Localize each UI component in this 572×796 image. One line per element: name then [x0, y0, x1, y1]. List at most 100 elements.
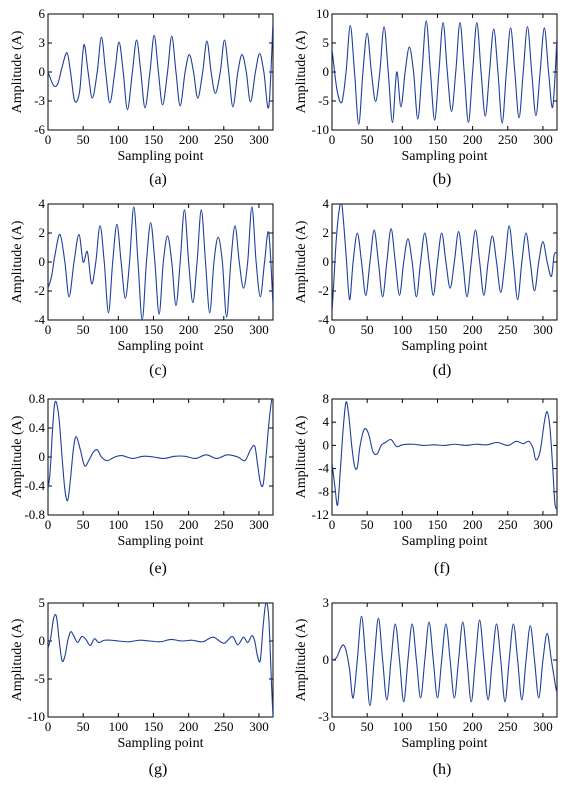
y-tick-label: -10	[312, 122, 329, 137]
x-tick-label: 200	[179, 719, 199, 734]
x-tick-label: 300	[249, 517, 269, 532]
series-line	[48, 399, 273, 502]
y-tick-label: -10	[28, 709, 45, 724]
x-tick-label: 50	[361, 517, 374, 532]
x-tick-label: 300	[249, 719, 269, 734]
x-tick-label: 150	[144, 517, 164, 532]
x-tick-label: 0	[45, 719, 52, 734]
panel-b: 0 50 100 150 200 250 300 -10 -5 0 5 10 Sampling poin…	[294, 6, 558, 188]
x-tick-label: 300	[249, 132, 269, 147]
x-axis-label: Sampling point	[402, 534, 488, 549]
x-tick-label: 50	[77, 322, 90, 337]
panel-label: (d)	[433, 362, 452, 379]
y-tick-label: -8	[318, 484, 329, 499]
x-tick-label: 250	[498, 132, 518, 147]
x-tick-label: 150	[428, 322, 448, 337]
y-tick-label: 2	[39, 225, 46, 240]
y-axis-label: Amplitude (A)	[10, 30, 25, 113]
panel-label: (a)	[149, 171, 167, 188]
y-tick-label: -5	[318, 93, 329, 108]
x-tick-label: 0	[329, 517, 336, 532]
x-tick-label: 250	[498, 517, 518, 532]
x-tick-label: 50	[77, 719, 90, 734]
y-tick-label: -0.8	[24, 507, 45, 522]
panel-g: 0 50 100 150 200 250 300 -10 -5 0 5 Sampling point A…	[10, 595, 274, 778]
series-line	[332, 204, 557, 313]
y-tick-label: -3	[34, 93, 45, 108]
x-tick-label: 100	[109, 719, 129, 734]
y-tick-label: 0	[39, 64, 46, 79]
y-tick-label: 0	[39, 254, 46, 269]
x-tick-label: 50	[77, 132, 90, 147]
y-axis-label: Amplitude (A)	[294, 415, 309, 498]
x-axis-label: Sampling point	[402, 736, 488, 751]
x-tick-label: 150	[428, 517, 448, 532]
panel-label: (b)	[433, 171, 452, 188]
y-tick-label: -5	[34, 671, 45, 686]
y-axis-label: Amplitude (A)	[10, 618, 25, 701]
y-tick-label: 5	[323, 35, 330, 50]
x-tick-label: 200	[463, 719, 483, 734]
x-tick-label: 200	[463, 517, 483, 532]
x-tick-label: 100	[393, 517, 413, 532]
y-axis-label: Amplitude (A)	[10, 415, 25, 498]
y-axis-label: Amplitude (A)	[294, 30, 309, 113]
panel-c: 0 50 100 150 200 250 300 -4 -2 0 2 4 Sampling point A…	[10, 196, 274, 379]
x-tick-label: 250	[214, 517, 234, 532]
series-line	[48, 21, 273, 111]
x-tick-label: 250	[498, 719, 518, 734]
x-axis-label: Sampling point	[402, 149, 488, 164]
y-tick-label: -2	[318, 283, 329, 298]
x-tick-label: 50	[361, 132, 374, 147]
x-tick-label: 150	[144, 132, 164, 147]
x-tick-label: 300	[533, 132, 553, 147]
x-tick-label: 300	[533, 719, 553, 734]
x-axis-label: Sampling point	[118, 534, 204, 549]
x-tick-label: 150	[428, 719, 448, 734]
x-axis-label: Sampling point	[118, 339, 204, 354]
x-tick-label: 50	[361, 719, 374, 734]
y-tick-label: 0.8	[29, 391, 45, 406]
axes-box	[331, 203, 558, 321]
x-tick-label: 300	[533, 322, 553, 337]
panel-label: (e)	[149, 560, 167, 577]
x-axis-label: Sampling point	[118, 149, 204, 164]
x-tick-label: 100	[109, 132, 129, 147]
x-tick-label: 0	[45, 517, 52, 532]
y-axis-label: Amplitude (A)	[10, 220, 25, 303]
y-tick-label: 0	[39, 633, 46, 648]
panel-label: (h)	[433, 761, 452, 778]
y-tick-label: 4	[323, 414, 330, 429]
x-tick-label: 200	[463, 322, 483, 337]
x-tick-label: 100	[393, 322, 413, 337]
x-tick-label: 200	[179, 517, 199, 532]
x-tick-label: 150	[144, 322, 164, 337]
x-axis-label: Sampling point	[402, 339, 488, 354]
x-tick-label: 250	[214, 719, 234, 734]
panel-label: (g)	[149, 761, 168, 778]
panel-f: 0 50 100 150 200 250 300 -12 -8 -4 0 4 8 Sampling poi…	[294, 391, 558, 577]
y-tick-label: 3	[39, 35, 46, 50]
panel-e: 0 50 100 150 200 250 300 -0.8 -0.4 0 0.4 0.8 Samplin…	[10, 391, 274, 577]
panel-label: (c)	[149, 362, 167, 379]
x-tick-label: 150	[144, 719, 164, 734]
x-tick-label: 100	[393, 719, 413, 734]
x-tick-label: 250	[498, 322, 518, 337]
panel-a: 0 50 100 150 200 250 300 -6 -3 0 3 6 Sampling point A…	[10, 6, 274, 188]
x-tick-label: 0	[45, 132, 52, 147]
x-tick-label: 200	[463, 132, 483, 147]
x-tick-label: 200	[179, 322, 199, 337]
series-line	[332, 615, 557, 707]
y-tick-label: 6	[39, 6, 46, 21]
y-tick-label: 0	[323, 652, 330, 667]
y-tick-label: 5	[39, 595, 46, 610]
y-tick-label: 0.4	[29, 420, 46, 435]
y-axis-label: Amplitude (A)	[294, 220, 309, 303]
y-tick-label: -12	[312, 507, 329, 522]
series-line	[48, 603, 273, 717]
x-tick-label: 100	[393, 132, 413, 147]
panel-d: 0 50 100 150 200 250 300 -4 -2 0 2 4 Sampling point A…	[294, 196, 558, 379]
y-tick-label: -4	[34, 312, 45, 327]
